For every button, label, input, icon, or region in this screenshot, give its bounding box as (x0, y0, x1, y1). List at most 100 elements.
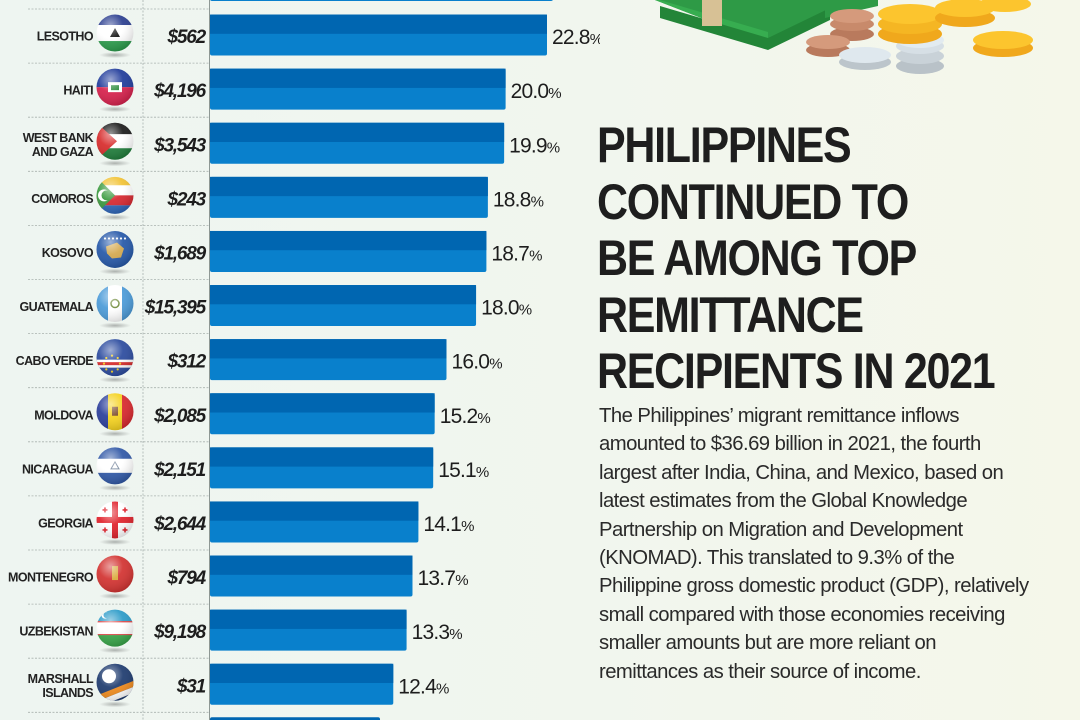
copper-coins-icon (806, 9, 874, 57)
montenegro-flag-icon (96, 555, 134, 600)
bar (210, 555, 413, 597)
remittance-amount: $15,395 (144, 298, 207, 319)
uzbekistan-flag-icon (96, 609, 134, 654)
bar (210, 285, 477, 327)
headline-line: REMITTANCE (597, 286, 864, 343)
headline: PHILIPPINES CONTINUED TO BE AMONG TOP RE… (597, 117, 1001, 400)
bar-value-unit: % (436, 680, 449, 697)
country-label-line: MOLDOVA (34, 408, 93, 422)
headline-line: BE AMONG TOP (597, 230, 917, 286)
chart-row: CABO VERDE $312 16.0% (16, 339, 503, 389)
headline-line: CONTINUED TO (597, 173, 909, 230)
country-label-line: HAITI (63, 84, 93, 98)
bar (210, 176, 488, 218)
remittance-amount: $3,543 (153, 135, 207, 156)
remittance-amount: $2,151 (153, 460, 206, 481)
headline-line: RECIPIENTS IN 2021 (597, 343, 996, 399)
bar-value-label: 15.2% (440, 405, 491, 428)
bar (210, 393, 435, 435)
country-label: MARSHALL ISLANDS (28, 672, 94, 700)
remittance-amount: $2,644 (153, 514, 207, 535)
kosovo-flag-icon (96, 230, 134, 275)
country-label-line: GUATEMALA (19, 300, 93, 314)
bar (210, 339, 447, 381)
headline-line: PHILIPPINES (597, 117, 852, 173)
chart-row: MONTENEGRO $794 13.7% (8, 555, 469, 605)
remittance-amount: $1,689 (153, 244, 207, 265)
country-label: MOLDOVA (34, 408, 93, 422)
bar (210, 122, 505, 164)
partial-row-bottom (210, 717, 380, 720)
bar-value-unit: % (548, 85, 561, 102)
country-label-line: NICARAGUA (22, 462, 94, 476)
cabo-verde-flag-icon (96, 339, 134, 383)
bar-value-label: 13.7% (418, 567, 469, 590)
lesotho-flag-icon (96, 14, 134, 59)
bar (210, 14, 547, 56)
partial-row-top (28, 0, 553, 10)
country-label: COMOROS (31, 192, 93, 206)
country-label-line: AND GAZA (32, 145, 94, 159)
bar-value-unit: % (519, 302, 532, 319)
remittance-amount: $312 (167, 352, 207, 373)
bar-value-number: 13.3 (412, 621, 450, 644)
country-label: MONTENEGRO (8, 571, 94, 585)
chart-row: UZBEKISTAN $9,198 13.3% (19, 609, 463, 659)
remittance-amount: $9,198 (153, 622, 207, 643)
bar-value-number: 15.2 (440, 405, 478, 428)
country-label: GUATEMALA (19, 300, 93, 314)
bar (210, 501, 419, 543)
bar (210, 609, 407, 651)
country-label: WEST BANK AND GAZA (23, 131, 94, 159)
bar-value-number: 16.0 (452, 351, 490, 374)
remittance-amount: $4,196 (153, 81, 207, 102)
chart-row: MOLDOVA $2,085 15.2% (28, 393, 491, 443)
chart-row: WEST BANK AND GAZA $3,543 19.9% (23, 122, 561, 172)
chart-row: GEORGIA $2,644 14.1% (28, 501, 475, 551)
bar-value-unit: % (476, 464, 489, 481)
nicaragua-flag-icon (96, 447, 134, 491)
remittance-amount: $562 (167, 27, 207, 48)
country-label-line: GEORGIA (38, 517, 93, 531)
bar-value-unit: % (590, 31, 600, 48)
body-paragraph: The Philippines’ migrant remittance infl… (599, 405, 1029, 683)
chart-row: GUATEMALA $15,395 18.0% (19, 285, 533, 335)
country-label-line: MONTENEGRO (8, 571, 94, 585)
bar-value-label: 20.0% (511, 80, 562, 103)
country-label: CABO VERDE (16, 354, 94, 368)
bar-value-label: 13.3% (412, 621, 463, 644)
bar-value-number: 14.1 (423, 513, 461, 536)
bar-value-number: 18.8 (493, 188, 531, 211)
bar (210, 663, 394, 705)
haiti-flag-icon (96, 68, 134, 113)
country-label-line: MARSHALL (28, 672, 94, 686)
bar-value-unit: % (455, 572, 468, 589)
bar-value-number: 18.0 (481, 297, 519, 320)
country-label: LESOTHO (37, 30, 94, 44)
bar-value-number: 13.7 (418, 567, 456, 590)
bar-value-label: 16.0% (452, 351, 503, 374)
bar-value-number: 20.0 (511, 80, 549, 103)
bar-value-number: 19.9 (509, 134, 547, 157)
country-label-line: LESOTHO (37, 30, 94, 44)
comoros-flag-icon (96, 176, 134, 221)
guatemala-flag-icon (96, 285, 134, 329)
marshall-islands-flag-icon (96, 663, 134, 708)
cash-stack-icon (655, 0, 878, 50)
chart-row: HAITI $4,196 20.0% (28, 68, 562, 118)
chart-row: NICARAGUA $2,151 15.1% (22, 447, 490, 497)
country-label: NICARAGUA (22, 462, 94, 476)
country-label: KOSOVO (42, 246, 94, 260)
country-label: GEORGIA (38, 517, 93, 531)
bar-value-number: 18.7 (491, 243, 529, 266)
money-illustration (655, 0, 1033, 74)
country-label: UZBEKISTAN (19, 625, 93, 639)
country-label-line: WEST BANK (23, 131, 94, 145)
bar-value-unit: % (547, 139, 560, 156)
bar-value-label: 18.7% (491, 243, 542, 266)
bar (210, 230, 487, 272)
chart-row: COMOROS $243 18.8% (28, 176, 544, 226)
bar-value-unit: % (531, 193, 544, 210)
chart-row: MARSHALL ISLANDS $31 12.4% (28, 663, 450, 713)
